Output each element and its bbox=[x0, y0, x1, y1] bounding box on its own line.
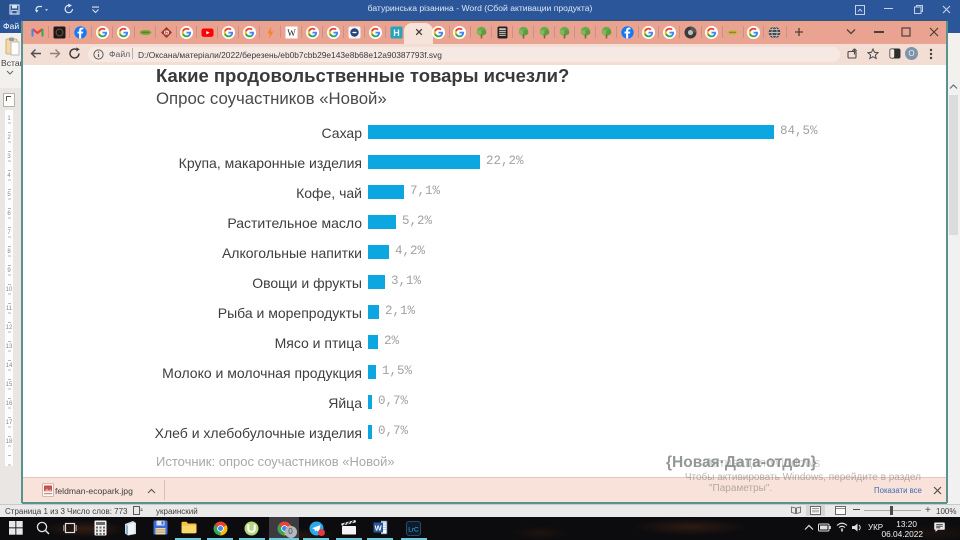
svg-text:W: W bbox=[375, 523, 383, 532]
svg-text:LrC: LrC bbox=[408, 526, 419, 533]
